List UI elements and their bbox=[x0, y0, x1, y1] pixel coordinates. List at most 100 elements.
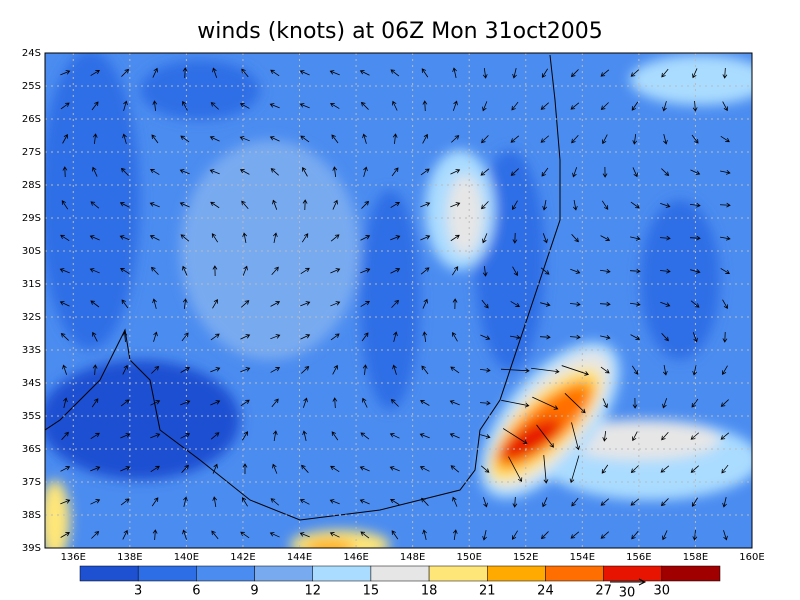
wind-vector bbox=[662, 101, 667, 112]
wind-vector bbox=[299, 532, 310, 538]
wind-vector bbox=[150, 465, 160, 472]
wind-vector bbox=[449, 433, 460, 439]
wind-vector bbox=[480, 465, 490, 473]
wind-vector bbox=[451, 266, 459, 276]
wind-vector bbox=[182, 100, 188, 111]
wind-vector bbox=[600, 366, 610, 374]
wind-vector bbox=[661, 333, 669, 342]
wind-vector bbox=[239, 103, 250, 109]
lat-label: 27S bbox=[22, 147, 41, 158]
wind-vector bbox=[299, 103, 310, 109]
wind-vector bbox=[389, 466, 400, 472]
wind-vector bbox=[332, 199, 338, 210]
wind-vector bbox=[120, 498, 130, 506]
wind-vector bbox=[512, 68, 517, 79]
wind-vector bbox=[362, 364, 368, 376]
wind-vector bbox=[210, 400, 221, 406]
wind-vector bbox=[211, 233, 219, 243]
wind-vector bbox=[531, 367, 560, 374]
wind-vector bbox=[601, 200, 609, 210]
wind-vector bbox=[392, 364, 397, 375]
wind-vector bbox=[359, 499, 370, 505]
wind-vector bbox=[452, 496, 458, 507]
wind-vector bbox=[301, 233, 309, 243]
wind-vector bbox=[330, 234, 340, 242]
wind-vector bbox=[150, 433, 161, 439]
wind-vector bbox=[122, 529, 128, 540]
wind-vector bbox=[632, 397, 638, 409]
wind-vector bbox=[151, 266, 159, 275]
wind-vector bbox=[209, 136, 220, 142]
wind-vector bbox=[601, 464, 609, 474]
wind-vector bbox=[269, 532, 280, 538]
wind-vector bbox=[632, 133, 638, 145]
wind-vector bbox=[270, 498, 280, 506]
wind-vector bbox=[270, 334, 281, 340]
wind-vector bbox=[599, 301, 611, 307]
wind-vector bbox=[572, 167, 578, 178]
wind-vector bbox=[360, 235, 371, 241]
wind-vector bbox=[501, 368, 530, 374]
colorbar-box bbox=[137, 565, 197, 582]
colorbar-box bbox=[487, 565, 546, 582]
wind-vector bbox=[479, 400, 491, 406]
wind-vector bbox=[421, 497, 429, 506]
wind-vector bbox=[512, 530, 518, 540]
wind-vector bbox=[302, 199, 308, 211]
wind-vector bbox=[570, 69, 579, 78]
wind-vector bbox=[152, 67, 158, 78]
wind-vector bbox=[272, 199, 278, 210]
wind-vector bbox=[483, 497, 488, 508]
wind-vector bbox=[692, 529, 698, 541]
wind-vector bbox=[690, 465, 699, 473]
wind-vector bbox=[482, 67, 488, 79]
wind-vector bbox=[300, 301, 311, 307]
wind-vector bbox=[60, 70, 71, 76]
wind-vector bbox=[721, 464, 729, 474]
wind-vector bbox=[181, 332, 189, 342]
wind-vector bbox=[692, 365, 698, 376]
wind-vector bbox=[92, 331, 98, 342]
wind-vector bbox=[359, 70, 370, 76]
wind-vector bbox=[331, 431, 339, 441]
wind-vector bbox=[299, 499, 310, 505]
wind-vector bbox=[632, 167, 638, 178]
wind-vector bbox=[269, 103, 280, 109]
wind-vector bbox=[329, 70, 340, 76]
wind-vector bbox=[571, 234, 579, 243]
wind-vector bbox=[630, 465, 639, 474]
wind-vector bbox=[723, 530, 728, 541]
wind-vector bbox=[629, 268, 641, 274]
wind-vector bbox=[242, 497, 248, 507]
wind-vector bbox=[240, 334, 251, 340]
lon-label: 148E bbox=[400, 552, 425, 563]
wind-vector bbox=[331, 134, 339, 144]
colorbar-label: 15 bbox=[363, 584, 380, 599]
wind-vector bbox=[422, 100, 428, 112]
wind-vector bbox=[270, 367, 281, 373]
colorbar-box bbox=[661, 565, 721, 582]
wind-vector bbox=[242, 232, 248, 243]
lat-label: 35S bbox=[22, 411, 41, 422]
wind-vector bbox=[689, 235, 701, 241]
wind-vector bbox=[629, 301, 641, 307]
wind-vector bbox=[269, 136, 280, 142]
wind-vector bbox=[92, 364, 98, 376]
wind-vector bbox=[600, 335, 611, 340]
wind-vector bbox=[149, 202, 160, 208]
wind-vector bbox=[89, 235, 100, 241]
wind-vector bbox=[271, 266, 279, 276]
wind-vector bbox=[121, 299, 129, 309]
wind-vector bbox=[92, 166, 98, 177]
wind-vector bbox=[661, 431, 669, 441]
wind-vector bbox=[60, 102, 70, 110]
wind-vector bbox=[720, 432, 730, 440]
wind-vector bbox=[630, 334, 641, 340]
wind-vector bbox=[660, 301, 671, 307]
wind-vector bbox=[421, 68, 429, 78]
wind-vector bbox=[91, 530, 100, 539]
wind-vector bbox=[360, 531, 370, 539]
wind-vector bbox=[632, 431, 638, 442]
wind-vector bbox=[512, 496, 518, 508]
lon-label: 144E bbox=[287, 552, 312, 563]
